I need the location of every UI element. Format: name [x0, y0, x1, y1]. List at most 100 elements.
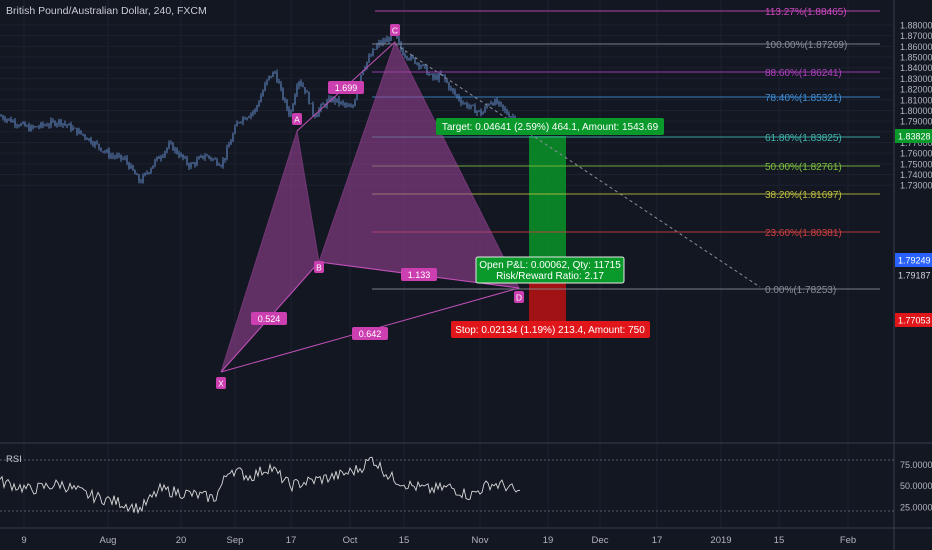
fib-level-label: 38.20%(1.81697) [765, 190, 842, 201]
candle-body [344, 103, 346, 106]
price-axis[interactable]: 1.880001.870001.860001.850001.840001.830… [895, 21, 932, 513]
rsi-label: RSI [6, 454, 22, 465]
candle-body [38, 126, 40, 128]
candle-body [264, 83, 266, 91]
candle-body [86, 137, 88, 140]
candle-body [68, 123, 70, 126]
candle-body [510, 116, 512, 118]
candle-body [286, 100, 288, 109]
candle-body [296, 86, 298, 96]
candle-body [200, 155, 202, 158]
candle-body [150, 168, 152, 173]
candle-body [492, 102, 494, 106]
candle-body [166, 148, 168, 152]
position-zones[interactable] [529, 136, 566, 322]
fib-trend-line[interactable] [394, 43, 761, 288]
candle-body [210, 157, 212, 160]
ratio-xb-label-bg [251, 312, 287, 325]
time-tick-label: 15 [399, 535, 410, 546]
price-badge-bg [895, 129, 932, 143]
candle-body [28, 125, 30, 131]
candle-body [500, 101, 502, 105]
candle-body [212, 158, 214, 160]
candle-body [338, 98, 340, 104]
candle-body [70, 123, 72, 130]
time-tick-label: Sep [227, 535, 244, 546]
candle-body [128, 162, 130, 169]
point-b-label: B [316, 263, 322, 273]
candle-body [180, 154, 182, 157]
price-tick-label: 1.87000 [900, 31, 932, 41]
price-tick-label: 1.86000 [900, 42, 932, 52]
candle-body [102, 151, 104, 152]
price-tick-label: 1.79000 [900, 117, 932, 127]
price-tick-label: 1.76000 [900, 149, 932, 159]
candle-body [284, 99, 286, 101]
candle-body [10, 118, 12, 123]
candle-body [504, 108, 506, 111]
candle-body [350, 106, 352, 108]
candle-body [108, 150, 110, 157]
candle-body [390, 33, 392, 41]
candle-body [470, 104, 472, 107]
candle-body [482, 112, 484, 115]
risk-reward-label: Risk/Reward Ratio: 2.17 [496, 271, 604, 282]
candle-body [74, 127, 76, 129]
candle-body [386, 38, 388, 43]
candle-body [242, 117, 244, 123]
candle-body [484, 107, 486, 113]
candle-body [442, 74, 444, 76]
price-badge-bg [895, 253, 932, 267]
candle-body [184, 157, 186, 159]
ratio-bd-label-bg [401, 268, 437, 281]
time-axis[interactable]: 9 Aug 20 Sep 17 Oct 15 Nov 19 Dec 17 2019 15 Feb [21, 535, 856, 546]
candle-body [98, 143, 100, 148]
loss-zone[interactable] [529, 282, 566, 322]
price-badge-label: 1.79187 [898, 271, 931, 281]
candle-body [400, 42, 402, 50]
candle-body [64, 123, 66, 125]
fib-level-label: 23.60%(1.80381) [765, 228, 842, 239]
candle-body [408, 58, 410, 60]
candle-body [126, 157, 128, 163]
candle-body [268, 75, 270, 80]
price-tick-label: 1.75000 [900, 159, 932, 169]
candle-body [186, 157, 188, 164]
candle-body [56, 123, 58, 126]
target-label-bg [436, 118, 664, 135]
candle-body [420, 65, 422, 67]
candle-body [366, 61, 368, 68]
candle-body [468, 106, 470, 108]
candle-body [480, 110, 482, 115]
price-tick-label: 1.74000 [900, 170, 932, 180]
candle-body [88, 138, 90, 140]
fib-level-label: 0.00%(1.78253) [765, 285, 836, 296]
candle-body [288, 108, 290, 116]
candle-body [322, 104, 324, 106]
candle-body [498, 101, 500, 104]
candle-body [290, 110, 292, 116]
candle-body [362, 70, 364, 75]
price-tick-label: 1.83000 [900, 74, 932, 84]
candle-body [116, 155, 118, 158]
candle-body [44, 125, 46, 126]
price-tick-label: 1.81000 [900, 95, 932, 105]
candle-body [142, 175, 144, 183]
candle-body [448, 82, 450, 89]
candle-body [236, 122, 238, 127]
candle-body [424, 64, 426, 67]
price-candles [0, 31, 520, 184]
rsi-pane[interactable] [0, 456, 894, 515]
candle-body [432, 74, 434, 79]
price-badge-bg [895, 268, 932, 282]
ratio-ac-label-bg [328, 81, 364, 94]
candle-body [472, 104, 474, 106]
fibonacci-retracement[interactable]: 113.27%(1.88465) 100.00%(1.87269) 88.60%(1… [372, 7, 880, 296]
target-label: Target: 0.04641 (2.59%) 464.1, Amount: 1… [442, 122, 659, 133]
candle-body [62, 123, 64, 125]
candle-body [172, 142, 174, 151]
candle-body [508, 114, 510, 117]
harmonic-pattern[interactable]: 0.524 1.699 1.133 0.642 X A B C D [216, 24, 524, 389]
